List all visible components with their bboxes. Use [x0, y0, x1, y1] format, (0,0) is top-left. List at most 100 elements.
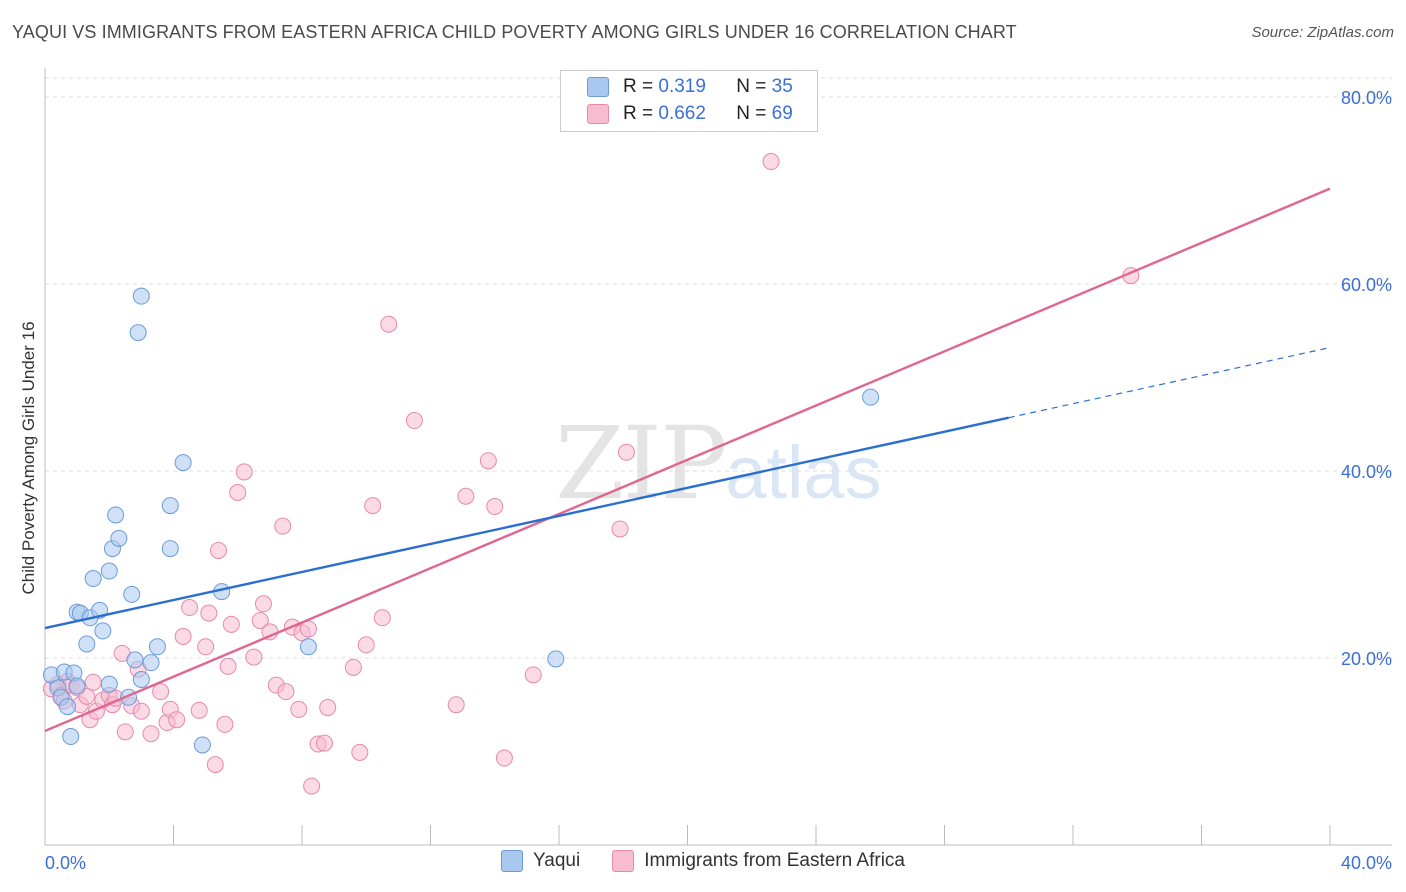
yaqui-legend-swatch: [501, 850, 523, 872]
immigrants-point: [364, 497, 382, 515]
immigrants-point: [254, 595, 272, 613]
immigrants-point: [245, 648, 263, 666]
immigrants-point: [457, 487, 475, 505]
axes: [44, 68, 1392, 846]
grid-lines: [45, 77, 1392, 659]
immigrants-point: [152, 683, 170, 701]
legend-item-yaqui[interactable]: Yaqui: [501, 850, 580, 872]
yaqui-point: [107, 506, 125, 524]
yaqui-trend-line: [44, 416, 1010, 630]
immigrants-point: [206, 756, 224, 774]
immigrants-point: [219, 657, 237, 675]
yaqui-point: [161, 497, 179, 515]
immigrants-point: [277, 683, 295, 701]
y-tick-label: 80.0%: [1341, 88, 1392, 108]
yaqui-point: [193, 736, 211, 754]
yaqui-point: [129, 324, 147, 342]
immigrants-point: [190, 701, 208, 719]
immigrants-point: [495, 749, 513, 767]
immigrants-point: [315, 734, 333, 752]
immigrants-point: [290, 700, 308, 718]
immigrants-point: [524, 666, 542, 684]
r-label: R =: [623, 76, 654, 97]
r-label: R =: [623, 103, 654, 124]
yaqui-points: [42, 287, 880, 754]
immigrants-swatch: [587, 104, 609, 124]
yaqui-point: [174, 454, 192, 472]
immigrants-point: [132, 702, 150, 720]
immigrants-legend-swatch: [612, 850, 635, 872]
y-tick-label: 60.0%: [1341, 275, 1392, 295]
immigrants-point: [447, 696, 465, 714]
n-label: N =: [736, 103, 767, 124]
legend: Yaqui Immigrants from Eastern Africa: [0, 850, 1406, 872]
immigrants-point: [84, 673, 102, 691]
immigrants-point: [209, 541, 227, 559]
legend-label-immigrants: Immigrants from Eastern Africa: [644, 850, 905, 871]
yaqui-point: [84, 570, 102, 588]
yaqui-r-value: 0.319: [658, 76, 706, 97]
x-tick-label: 0.0%: [45, 853, 86, 873]
yaqui-point: [299, 638, 317, 656]
stats-box: R = 0.319 N = 35 R = 0.662 N = 69: [560, 70, 818, 132]
immigrants-point: [181, 599, 199, 617]
immigrants-point: [762, 153, 780, 171]
yaqui-trend-extension: [1008, 346, 1331, 419]
y-tick-label: 20.0%: [1341, 649, 1392, 669]
immigrants-point: [405, 412, 423, 430]
yaqui-swatch: [587, 77, 609, 97]
tick-labels: 20.0% 40.0% 60.0% 80.0% 0.0% 40.0%: [45, 88, 1392, 873]
yaqui-point: [123, 585, 141, 603]
immigrants-point: [486, 498, 504, 516]
source-credit: Source: ZipAtlas.com: [1251, 24, 1394, 41]
immigrants-point: [229, 484, 247, 502]
immigrants-point: [222, 615, 240, 633]
immigrants-point: [357, 636, 375, 654]
immigrants-point: [611, 520, 629, 538]
yaqui-point: [68, 677, 86, 695]
yaqui-point: [100, 562, 118, 580]
yaqui-point: [132, 287, 150, 305]
immigrants-point: [274, 517, 292, 535]
immigrants-point: [235, 463, 253, 481]
immigrants-point: [168, 711, 186, 729]
yaqui-point: [110, 529, 128, 547]
yaqui-point: [94, 622, 112, 640]
immigrants-points: [42, 153, 1140, 795]
legend-item-immigrants[interactable]: Immigrants from Eastern Africa: [612, 850, 905, 872]
n-label: N =: [736, 76, 767, 97]
immigrants-point: [351, 743, 369, 761]
immigrants-point: [617, 443, 635, 461]
immigrants-point: [216, 715, 234, 733]
immigrants-point: [380, 315, 398, 333]
immigrants-point: [479, 452, 497, 470]
trend-lines: [44, 187, 1331, 733]
immigrants-point: [116, 723, 134, 741]
yaqui-point: [148, 638, 166, 656]
immigrants-point: [251, 612, 269, 630]
immigrants-point: [200, 604, 218, 622]
yaqui-point: [132, 671, 150, 689]
yaqui-point: [161, 540, 179, 558]
y-axis-label: Child Poverty Among Girls Under 16: [19, 321, 38, 595]
legend-label-yaqui: Yaqui: [533, 850, 581, 871]
immigrants-point: [174, 627, 192, 645]
immigrants-point: [197, 638, 215, 656]
immigrants-point: [319, 699, 337, 717]
stats-row-immigrants: R = 0.662 N = 69: [587, 101, 793, 127]
yaqui-point: [862, 388, 880, 406]
yaqui-point: [126, 651, 144, 669]
immigrants-point: [373, 609, 391, 627]
stats-row-yaqui: R = 0.319 N = 35: [587, 74, 793, 100]
yaqui-point: [62, 728, 80, 746]
yaqui-point: [78, 635, 96, 653]
immigrants-point: [303, 777, 321, 795]
immigrants-n-value: 69: [771, 103, 793, 124]
yaqui-point: [547, 650, 565, 668]
yaqui-n-value: 35: [771, 76, 793, 97]
y-tick-label: 40.0%: [1341, 462, 1392, 482]
immigrants-point: [142, 725, 160, 743]
chart-title: YAQUI VS IMMIGRANTS FROM EASTERN AFRICA …: [12, 22, 1017, 42]
immigrants-trend-line: [44, 187, 1331, 733]
